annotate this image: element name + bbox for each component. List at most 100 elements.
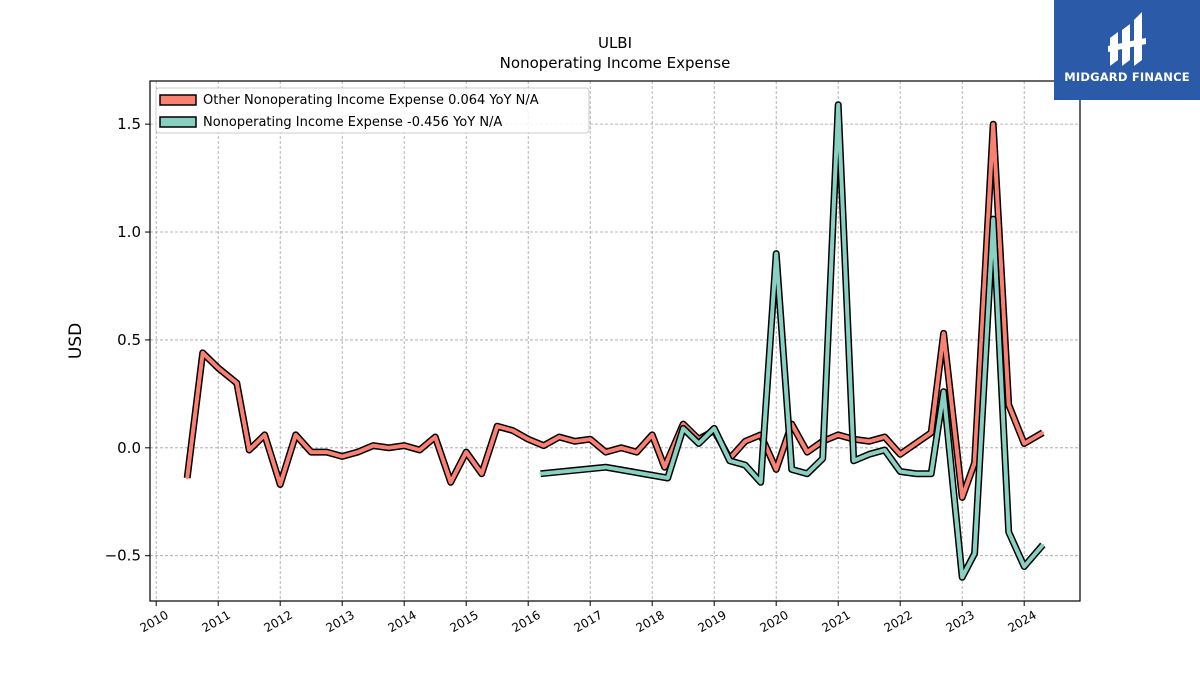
data-point [1007,403,1010,406]
data-point [217,366,220,370]
data-point [775,252,778,255]
x-tick-label: 2021 [819,608,852,635]
data-point [992,123,995,126]
series-layer [183,101,1046,581]
data-point [930,431,933,434]
x-tick-label: 2010 [137,608,170,635]
data-point [651,433,654,437]
x-tick-label: 2024 [1005,608,1038,635]
data-point [465,450,468,454]
series-line [185,122,1044,500]
data-point [744,463,747,467]
data-point [883,448,886,452]
data-point [449,481,452,484]
data-point [511,429,514,432]
data-point [663,466,666,469]
x-tick-label: 2020 [757,608,790,635]
y-tick-label: 0.5 [117,331,141,349]
data-point [604,466,607,469]
data-point [868,440,871,443]
series-outline [183,120,1045,501]
data-point [387,446,390,449]
data-point [527,438,530,441]
x-tick-label: 2015 [447,608,480,635]
data-point [759,481,762,484]
data-point [558,435,561,439]
data-point [279,483,282,486]
data-point [914,472,917,475]
x-tick-label: 2016 [509,608,542,635]
data-point [372,444,375,447]
data-point [496,425,499,428]
data-point [868,453,871,456]
x-tick-label: 2023 [943,608,976,635]
data-point [542,444,545,447]
y-axis-label: USD [66,323,86,359]
data-point [942,332,945,335]
data-point [790,468,793,471]
x-tick-label: 2018 [633,608,666,635]
chart-title-group: ULBI Nonoperating Income Expense [500,34,731,72]
data-point [325,450,328,454]
data-point [310,450,313,454]
data-point [973,461,976,465]
data-point [403,444,406,447]
series-line [540,102,1045,580]
data-point [1022,565,1026,568]
data-point [899,470,902,473]
data-point [806,472,809,475]
data-point [942,390,945,393]
legend-label: Other Nonoperating Income Expense 0.064 … [203,93,539,108]
y-tick-label: 1.5 [117,115,141,133]
x-tick-label: 2014 [385,608,418,635]
legend-swatch [159,116,197,128]
x-tick-label: 2019 [695,608,728,635]
data-point [899,453,902,456]
legend-swatch [159,94,197,106]
data-point [1022,442,1026,445]
data-point [713,427,716,430]
data-point [620,446,623,449]
data-point [837,103,840,106]
legend: Other Nonoperating Income Expense 0.064 … [155,87,590,134]
data-point [973,552,976,555]
data-point [480,472,483,475]
y-tick-label: −0.5 [105,547,141,565]
y-tick-label: 1.0 [117,223,141,241]
data-point [992,217,995,221]
data-point [682,427,685,430]
y-tick-label: 0.0 [117,439,141,457]
data-point [961,496,964,499]
data-point [235,381,238,385]
data-point [573,440,576,443]
logo-mark-icon [1108,12,1146,66]
data-point [821,457,824,460]
data-point [806,450,809,454]
data-point [1007,530,1010,534]
data-point [248,448,251,452]
data-point [589,438,592,441]
brand-logo: MIDGARD FINANCE [1054,0,1200,100]
data-point [635,450,638,454]
data-point [201,351,204,355]
data-point [356,450,359,454]
data-point [728,459,731,462]
legend-label: Nonoperating Income Expense -0.456 YoY N… [203,115,502,130]
data-point [294,433,297,437]
data-point [263,433,266,437]
data-point [666,476,669,480]
data-point [837,433,840,437]
data-point [682,422,685,426]
data-point [914,442,917,445]
data-point [539,472,542,475]
chart-title: ULBI [598,34,632,52]
data-point [341,455,344,458]
data-point [961,576,964,579]
data-point [775,468,778,471]
data-point [1041,431,1045,434]
data-point [1041,543,1045,547]
data-point [930,472,933,475]
data-point [852,459,855,462]
series-outline [540,101,1046,581]
